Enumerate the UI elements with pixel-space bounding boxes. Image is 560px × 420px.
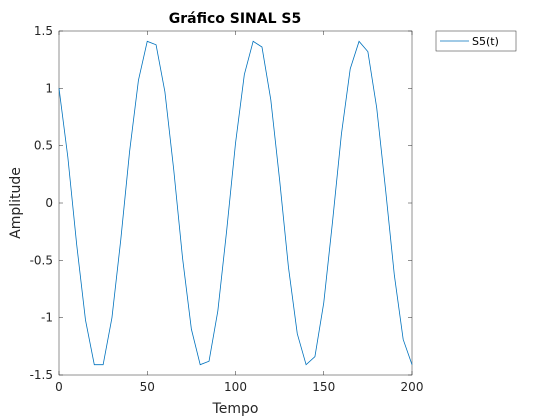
x-tick-label: 150 — [312, 380, 335, 394]
x-tick-label: 200 — [401, 380, 424, 394]
y-tick-label: -1.5 — [30, 368, 53, 382]
x-tick-label: 100 — [224, 380, 247, 394]
y-tick-label: -0.5 — [30, 253, 53, 267]
y-axis-ticks: 1.5 1 0.5 0 -0.5 -1 -1.5 — [30, 24, 412, 382]
legend-box — [435, 30, 517, 52]
x-tick-label: 50 — [140, 380, 155, 394]
y-axis-label: Amplitude — [8, 167, 24, 239]
x-axis-ticks: 0 50 100 150 200 — [55, 31, 423, 394]
y-tick-label: 1.5 — [34, 24, 53, 38]
y-tick-label: -1 — [41, 311, 53, 325]
x-tick-label: 0 — [55, 380, 63, 394]
x-axis-label: Tempo — [212, 401, 259, 417]
series-line-s5 — [58, 40, 413, 366]
legend-label-s5: S5(t) — [472, 35, 499, 48]
plot-area — [58, 30, 413, 376]
y-tick-label: 1 — [45, 81, 53, 95]
y-tick-label: 0.5 — [34, 139, 53, 153]
chart-title: Gráfico SINAL S5 — [169, 11, 301, 27]
y-tick-label: 0 — [45, 196, 53, 210]
legend: S5(t) — [435, 30, 517, 52]
